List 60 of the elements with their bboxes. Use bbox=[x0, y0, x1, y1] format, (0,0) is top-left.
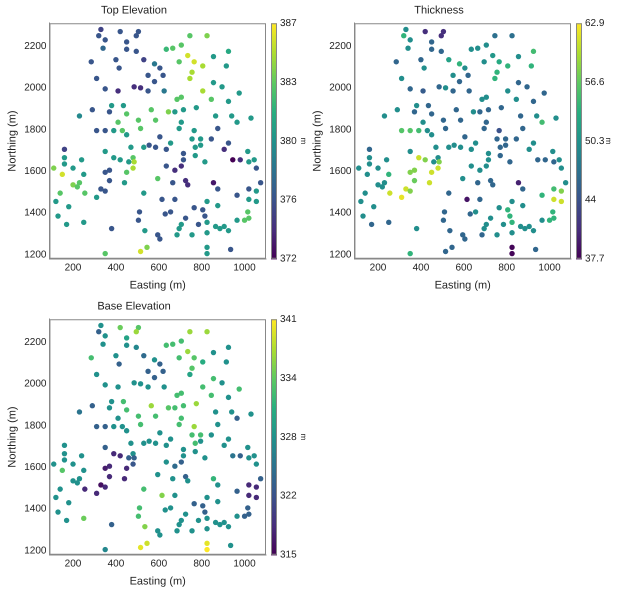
y-tick-label: 1600 bbox=[24, 166, 47, 177]
x-tick-label: 1000 bbox=[538, 262, 562, 274]
color-bar-label: 341 bbox=[280, 314, 298, 325]
y-tick-label: 1400 bbox=[24, 208, 47, 219]
y-tick-label: 1800 bbox=[24, 420, 47, 432]
x-tick-label: 800 bbox=[498, 262, 516, 274]
x-tick-label: 600 bbox=[150, 262, 168, 274]
x-tick-label: 1000 bbox=[233, 558, 256, 570]
chart-title: Thickness bbox=[414, 4, 464, 17]
color-bar-label: 372 bbox=[280, 254, 298, 265]
y-tick-label: 2000 bbox=[24, 82, 47, 94]
x-axis-title: Easting (m) bbox=[130, 279, 186, 292]
y-tick-label: 1800 bbox=[329, 124, 352, 136]
x-tick-label: 400 bbox=[412, 262, 430, 274]
x-tick-label: 800 bbox=[193, 262, 210, 274]
color-bar-title: m bbox=[298, 434, 308, 441]
y-tick-label: 1200 bbox=[329, 249, 352, 260]
x-tick-label: 800 bbox=[193, 558, 210, 570]
y-tick-label: 1800 bbox=[24, 124, 47, 136]
color-bar-label: 56.6 bbox=[585, 76, 605, 88]
x-tick-label: 600 bbox=[150, 558, 168, 570]
x-axis-title: Easting (m) bbox=[130, 575, 186, 588]
color-bar-label: 328 bbox=[280, 432, 298, 443]
chart-title: Base Elevation bbox=[97, 300, 171, 313]
color-bar-label: 387 bbox=[280, 18, 298, 29]
y-tick-label: 1600 bbox=[24, 462, 47, 473]
x-tick-label: 400 bbox=[108, 558, 125, 570]
color-bar-label: 62.9 bbox=[585, 18, 605, 29]
color-bar-label: 37.7 bbox=[585, 254, 605, 265]
y-tick-label: 1200 bbox=[24, 545, 47, 556]
chart-title: Top Elevation bbox=[100, 4, 168, 17]
y-tick-label: 2200 bbox=[24, 40, 47, 52]
y-tick-label: 1600 bbox=[329, 166, 352, 177]
y-tick-label: 2000 bbox=[329, 82, 352, 94]
color-bar-label: 50.3 bbox=[585, 136, 605, 147]
color-bar-label: 334 bbox=[280, 372, 298, 384]
x-axis-title: Easting (m) bbox=[434, 279, 491, 292]
y-tick-label: 2200 bbox=[24, 336, 47, 348]
color-bar-label: 44 bbox=[585, 194, 597, 206]
color-bar-label: 315 bbox=[280, 550, 298, 561]
color-bar-label: 383 bbox=[280, 76, 298, 88]
x-tick-label: 1000 bbox=[233, 262, 256, 274]
color-bar-label: 380 bbox=[280, 136, 298, 147]
y-axis-title: Northing (m) bbox=[6, 110, 19, 172]
x-tick-label: 200 bbox=[64, 558, 82, 570]
color-bar-title: m bbox=[604, 138, 613, 145]
y-axis-title: Northing (m) bbox=[312, 110, 324, 172]
x-tick-label: 400 bbox=[108, 262, 125, 274]
color-bar-label: 376 bbox=[280, 194, 298, 206]
y-tick-label: 2000 bbox=[24, 378, 47, 390]
x-tick-label: 600 bbox=[455, 262, 473, 274]
y-axis-title: Northing (m) bbox=[6, 406, 19, 468]
color-bar-title: m bbox=[298, 138, 308, 145]
y-tick-label: 1200 bbox=[24, 249, 47, 260]
y-tick-label: 1400 bbox=[329, 208, 352, 219]
x-tick-label: 200 bbox=[370, 262, 387, 274]
x-tick-label: 200 bbox=[64, 262, 82, 274]
y-tick-label: 1400 bbox=[24, 504, 47, 515]
y-tick-label: 2200 bbox=[329, 40, 352, 52]
color-bar-label: 322 bbox=[280, 490, 298, 502]
